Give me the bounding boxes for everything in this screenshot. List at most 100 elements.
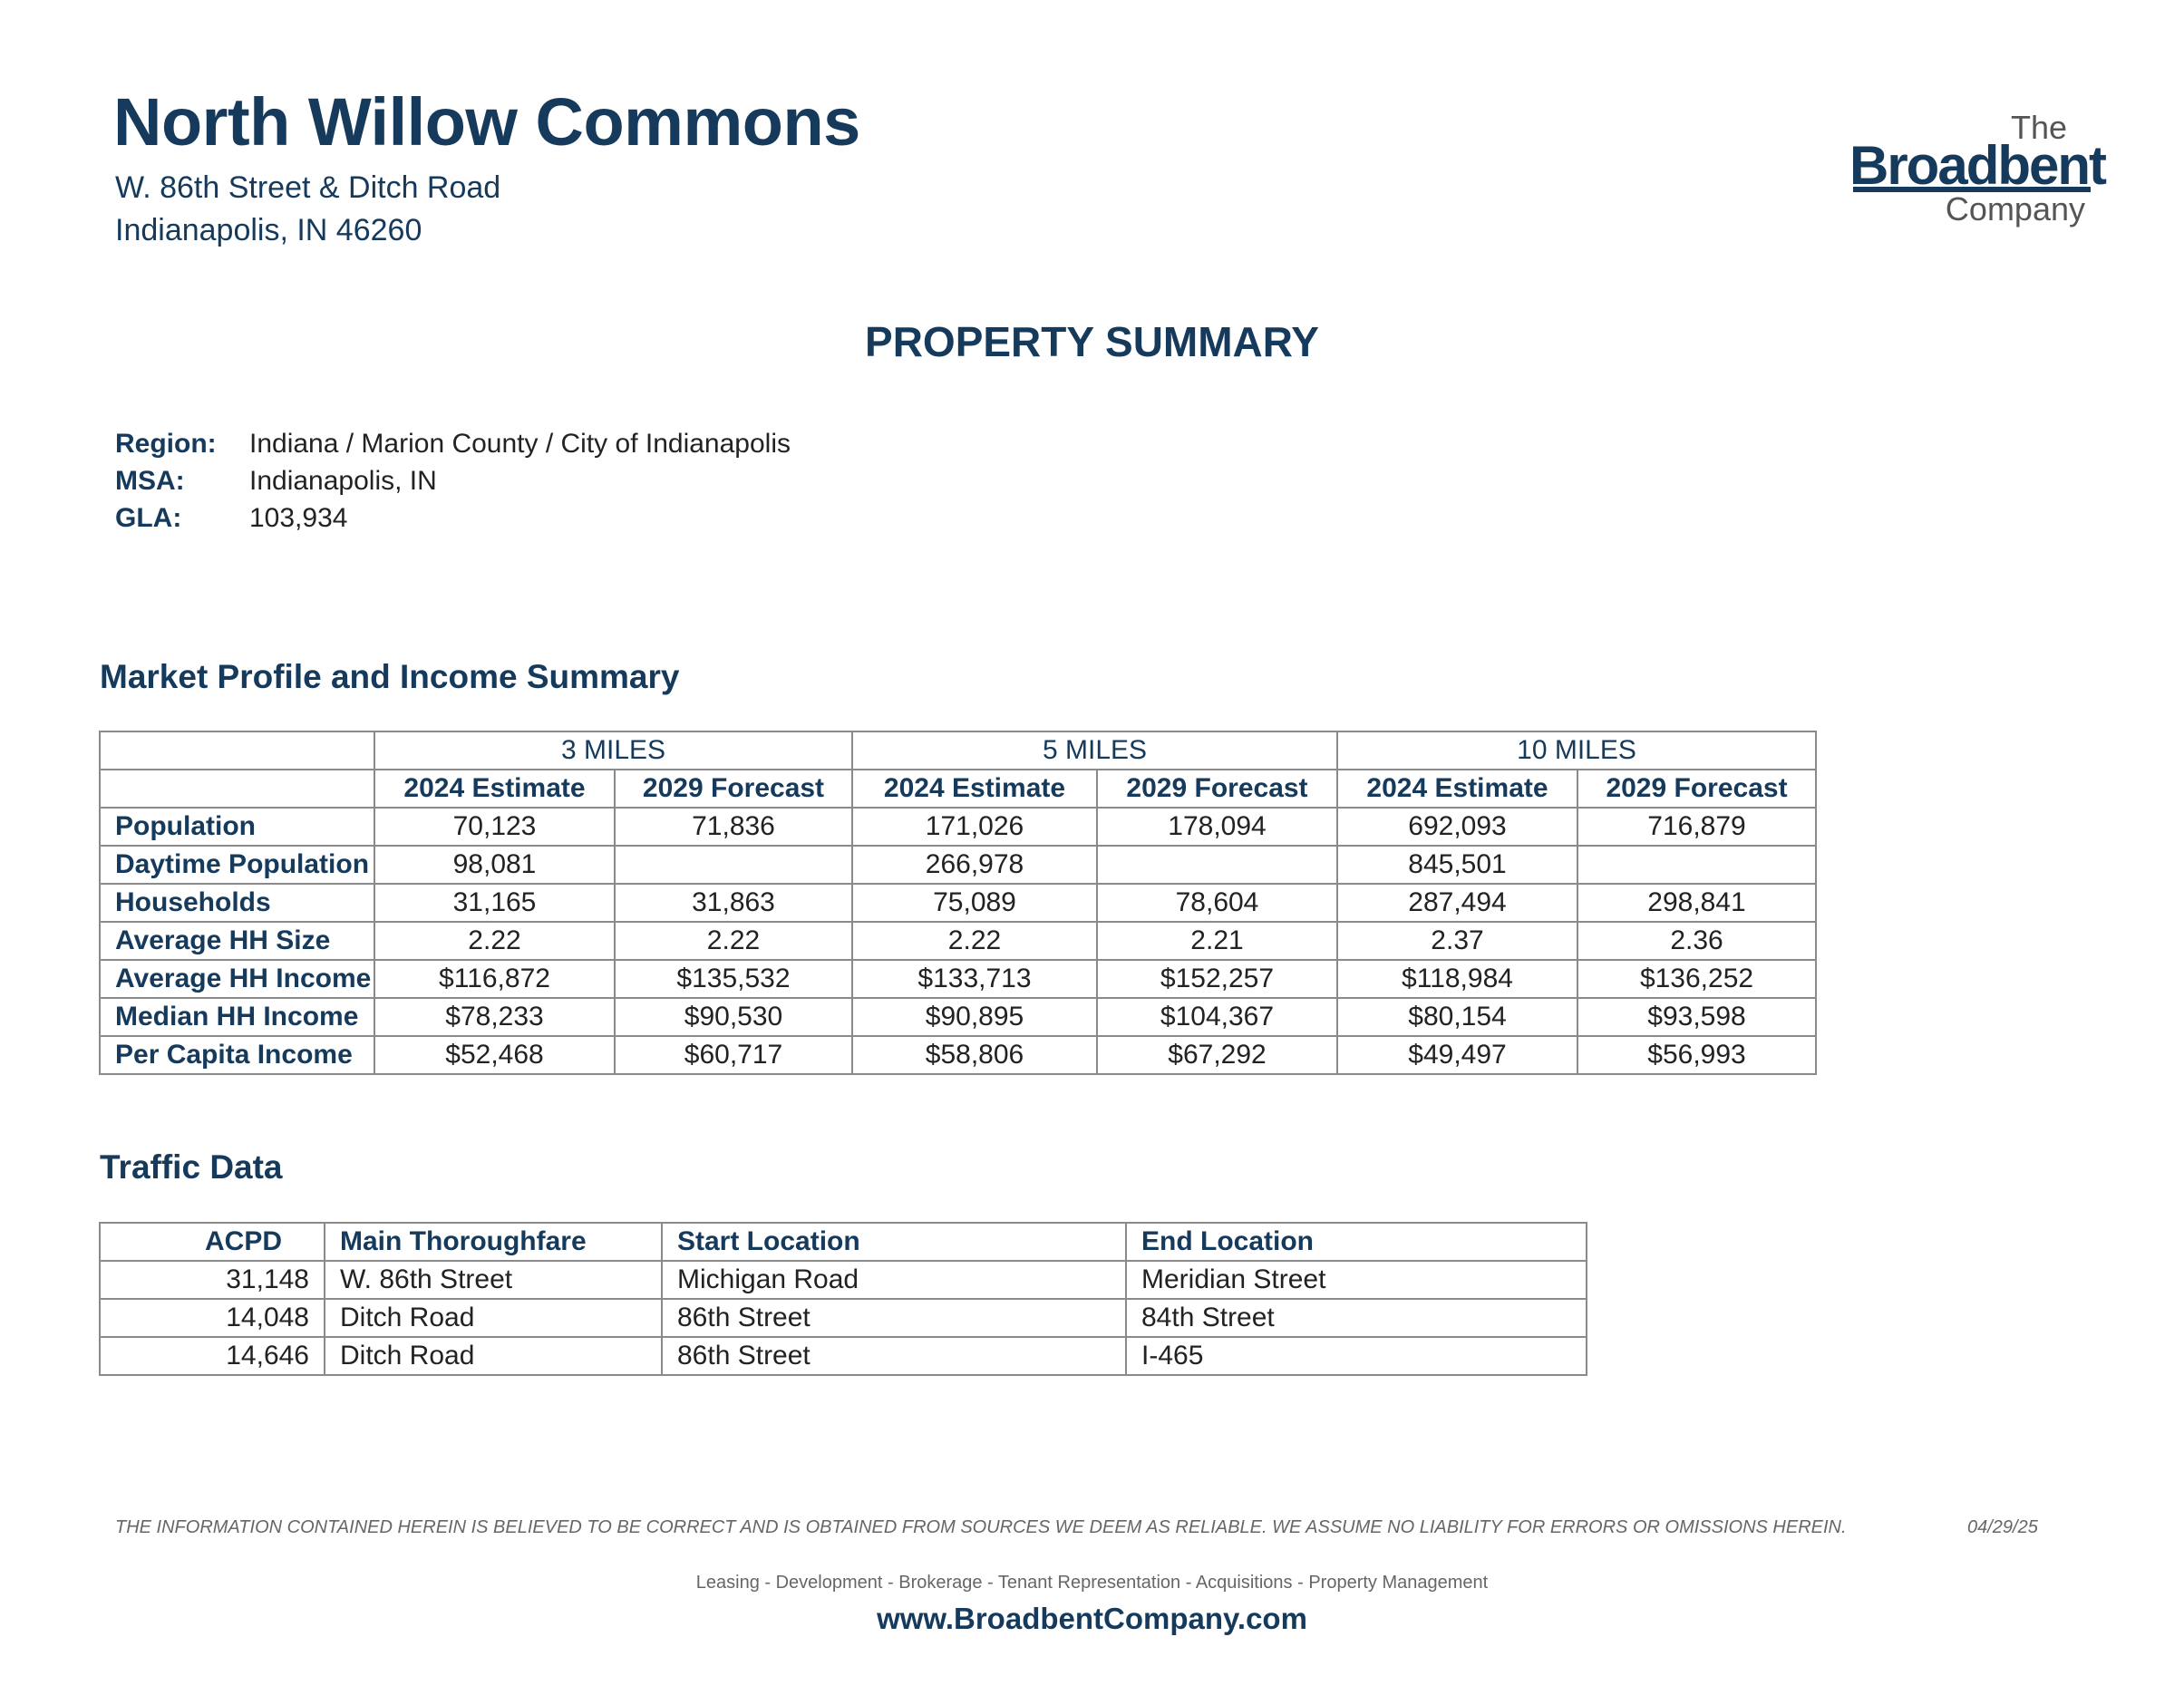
subheader-cell: 2029 Forecast [614,769,853,809]
table-cell: $90,530 [614,997,853,1037]
row-label: Per Capita Income [99,1035,375,1075]
table-cell: 78,604 [1096,883,1338,923]
table-cell: $52,468 [374,1035,616,1075]
table-cell: 2.36 [1576,921,1818,961]
row-label: Population [99,807,375,847]
table-cell: 716,879 [1576,807,1818,847]
subheader-cell: 2029 Forecast [1576,769,1818,809]
gla-value: 103,934 [249,503,348,533]
table-cell: 845,501 [1336,845,1578,885]
group-header-5-miles: 5 MILES [851,731,1338,770]
subheader-cell: 2024 Estimate [374,769,616,809]
table-cell: 98,081 [374,845,616,885]
table-cell: 14,646 [99,1336,325,1376]
table-cell: 31,165 [374,883,616,923]
row-label: Average HH Income [99,959,375,999]
table-cell: $56,993 [1576,1035,1818,1075]
logo-text-company: Company [1945,190,2085,228]
row-label: Median HH Income [99,997,375,1037]
table-cell: 71,836 [614,807,853,847]
table-cell: $104,367 [1096,997,1338,1037]
header-end-location: End Location [1125,1222,1587,1262]
logo-rule [1853,187,2091,192]
table-row: Average HH Income $116,872 $135,532 $133,71… [99,959,1818,999]
table-cell: $93,598 [1576,997,1818,1037]
page-title: North Willow Commons [113,84,860,160]
table-cell: 14,048 [99,1298,325,1338]
table-row: Median HH Income $78,233 $90,530 $90,895 $10… [99,997,1818,1037]
header-acpd: ACPD [99,1222,325,1262]
group-header-3-miles: 3 MILES [374,731,853,770]
row-label: Average HH Size [99,921,375,961]
table-cell: 2.21 [1096,921,1338,961]
table-cell: Michigan Road [661,1260,1127,1300]
logo-text-broadbent: Broadbent [1849,135,2107,196]
table-cell: Ditch Road [324,1298,663,1338]
table-row: 14,646 Ditch Road 86th Street I-465 [99,1336,1587,1376]
table-cell: 171,026 [851,807,1098,847]
property-summary-heading: PROPERTY SUMMARY [865,318,1319,365]
table-cell: 2.37 [1336,921,1578,961]
table-cell: I-465 [1125,1336,1587,1376]
row-label: Daytime Population [99,845,375,885]
subheader-cell: 2024 Estimate [1336,769,1578,809]
table-cell: 75,089 [851,883,1098,923]
table-cell: $135,532 [614,959,853,999]
table-cell: 692,093 [1336,807,1578,847]
region-value: Indiana / Marion County / City of Indian… [249,429,791,459]
table-cell: $78,233 [374,997,616,1037]
table-cell: 86th Street [661,1298,1127,1338]
table-row: Households 31,165 31,863 75,089 78,604 287,49… [99,883,1818,923]
table-row: Daytime Population 98,081 266,978 845,501 [99,845,1818,885]
table-row: Average HH Size 2.22 2.22 2.22 2.21 2.37 2.36 [99,921,1818,961]
address-line-2: Indianapolis, IN 46260 [115,213,422,247]
market-profile-table: 3 MILES 5 MILES 10 MILES 2024 Estimate 2… [99,731,1818,1075]
corner-cell [99,731,375,770]
table-cell: 84th Street [1125,1298,1587,1338]
traffic-data-heading: Traffic Data [100,1148,283,1186]
market-profile-heading: Market Profile and Income Summary [100,658,680,695]
table-cell: 86th Street [661,1336,1127,1376]
table-cell: 70,123 [374,807,616,847]
table-cell: 2.22 [614,921,853,961]
subheader-row: 2024 Estimate 2029 Forecast 2024 Estimat… [99,769,1818,809]
disclaimer-text: THE INFORMATION CONTAINED HEREIN IS BELI… [115,1517,1847,1537]
website-link[interactable]: www.BroadbentCompany.com [877,1602,1307,1635]
address-line-1: W. 86th Street & Ditch Road [115,170,501,205]
table-cell: 31,148 [99,1260,325,1300]
table-cell: 178,094 [1096,807,1338,847]
traffic-header-row: ACPD Main Thoroughfare Start Location En… [99,1222,1587,1262]
region-label: Region: [115,429,217,459]
table-cell: $90,895 [851,997,1098,1037]
table-cell: $60,717 [614,1035,853,1075]
services-list: Leasing - Development - Brokerage - Tena… [695,1573,1489,1593]
table-cell: $49,497 [1336,1035,1578,1075]
table-cell [1576,845,1818,885]
traffic-data-table: ACPD Main Thoroughfare Start Location En… [99,1222,1587,1376]
table-row: Per Capita Income $52,468 $60,717 $58,806 $6… [99,1035,1818,1075]
subheader-cell: 2024 Estimate [851,769,1098,809]
row-label: Households [99,883,375,923]
table-cell: 2.22 [374,921,616,961]
header-main-thoroughfare: Main Thoroughfare [324,1222,663,1262]
table-row: Population 70,123 71,836 171,026 178,094 692,… [99,807,1818,847]
logo-text-the: The [2010,109,2067,146]
table-cell: W. 86th Street [324,1260,663,1300]
table-cell: Ditch Road [324,1336,663,1376]
table-cell: $67,292 [1096,1035,1338,1075]
report-date: 04/29/25 [1967,1517,2038,1537]
table-cell [614,845,853,885]
table-row: 31,148 W. 86th Street Michigan Road Meridia… [99,1260,1587,1300]
msa-value: Indianapolis, IN [249,466,437,496]
gla-label: GLA: [115,503,182,533]
subheader-cell: 2029 Forecast [1096,769,1338,809]
corner-cell [99,769,375,809]
table-cell: $133,713 [851,959,1098,999]
table-cell: $58,806 [851,1035,1098,1075]
table-cell: $80,154 [1336,997,1578,1037]
msa-label: MSA: [115,466,185,496]
table-cell [1096,845,1338,885]
table-cell: $118,984 [1336,959,1578,999]
table-cell: $116,872 [374,959,616,999]
table-cell: 31,863 [614,883,853,923]
